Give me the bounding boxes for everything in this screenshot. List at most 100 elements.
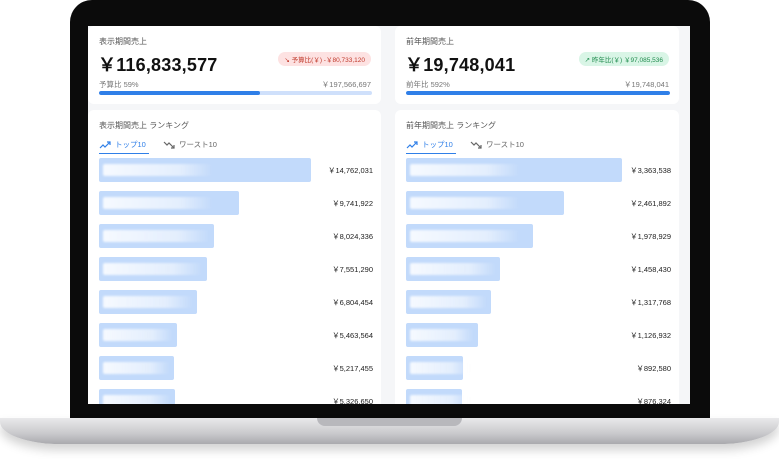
- ranking-bar: [406, 290, 491, 314]
- tab-label: トップ10: [115, 140, 146, 149]
- ranking-value: ￥1,978,929: [630, 232, 671, 241]
- ranking-bar: [99, 257, 207, 281]
- redacted-label: [410, 296, 487, 308]
- ranking-value: ￥1,458,430: [630, 265, 671, 274]
- redacted-label: [103, 296, 193, 308]
- current-sales-value: ￥116,833,577: [98, 55, 218, 75]
- previous-sales-card: 前年期間売上 ￥19,748,041 ↗ 昨年比(￥) ￥97,085,536 …: [395, 26, 679, 104]
- ranking-bar: [99, 290, 197, 314]
- ranking-row[interactable]: ￥14,762,031: [99, 158, 373, 182]
- redacted-label: [410, 395, 470, 404]
- ranking-row[interactable]: ￥5,217,455: [99, 356, 373, 380]
- tab-worst10[interactable]: ワースト10: [470, 136, 530, 153]
- ranking-title: 前年期間売上 ランキング: [406, 121, 496, 130]
- ranking-value: ￥5,463,564: [332, 331, 373, 340]
- redacted-label: [410, 263, 496, 275]
- trend-up-icon: [406, 140, 418, 148]
- ranking-bar: [99, 158, 311, 182]
- current-ranking-card: 表示期間売上 ランキング トップ10 ワースト10 ￥14,762,031 ￥9,…: [88, 110, 381, 404]
- budget-progress-bar: [99, 91, 372, 95]
- ranking-row[interactable]: ￥892,580: [406, 356, 671, 380]
- ranking-value: ￥876,324: [636, 397, 671, 404]
- card-title: 前年期間売上: [406, 37, 454, 46]
- tab-top10[interactable]: トップ10: [406, 136, 456, 154]
- ranking-value: ￥3,363,538: [630, 166, 671, 175]
- current-sales-card: 表示期間売上 ￥116,833,577 ↘ 予算比(￥) -￥80,733,12…: [88, 26, 381, 104]
- ranking-row[interactable]: ￥6,804,454: [99, 290, 373, 314]
- previous-sales-value: ￥19,748,041: [405, 55, 516, 75]
- ranking-value: ￥5,217,455: [332, 364, 373, 373]
- ranking-bar: [99, 224, 214, 248]
- ranking-tabs: トップ10 ワースト10: [406, 136, 679, 154]
- yoy-progress-fill: [406, 91, 670, 95]
- ranking-bar: [99, 323, 177, 347]
- ranking-row[interactable]: ￥3,363,538: [406, 158, 671, 182]
- trend-down-icon: [470, 141, 482, 149]
- ranking-value: ￥1,317,768: [630, 298, 671, 307]
- ranking-row[interactable]: ￥7,551,290: [99, 257, 373, 281]
- ranking-value: ￥5,326,650: [332, 397, 373, 404]
- ranking-value: ￥9,741,922: [332, 199, 373, 208]
- ranking-row[interactable]: ￥1,126,932: [406, 323, 671, 347]
- ranking-row[interactable]: ￥8,024,336: [99, 224, 373, 248]
- redacted-label: [103, 362, 170, 374]
- ranking-bar: [406, 158, 622, 182]
- laptop-notch: [317, 418, 462, 426]
- yoy-diff-badge: ↗ 昨年比(￥) ￥97,085,536: [578, 52, 669, 66]
- ranking-value: ￥892,580: [636, 364, 671, 373]
- tab-label: トップ10: [422, 140, 453, 149]
- redacted-label: [103, 263, 203, 275]
- ranking-row[interactable]: ￥5,326,650: [99, 389, 373, 404]
- ranking-row[interactable]: ￥1,978,929: [406, 224, 671, 248]
- card-title: 表示期間売上: [99, 37, 147, 46]
- trend-up-icon: [99, 140, 111, 148]
- tab-label: ワースト10: [179, 140, 217, 149]
- redacted-label: [103, 230, 210, 242]
- budget-diff-badge: ↘ 予算比(￥) -￥80,733,120: [278, 52, 371, 66]
- yoy-ratio: 前年比 592%: [406, 80, 450, 89]
- budget-amount: ￥197,566,697: [321, 80, 371, 89]
- ranking-value: ￥1,126,932: [630, 331, 671, 340]
- ranking-bar: [406, 224, 533, 248]
- redacted-label: [103, 197, 213, 209]
- ranking-bar: [406, 191, 564, 215]
- budget-ratio: 予算比 59%: [99, 80, 139, 89]
- previous-amount: ￥19,748,041: [623, 80, 669, 89]
- ranking-row[interactable]: ￥2,461,892: [406, 191, 671, 215]
- tab-label: ワースト10: [486, 140, 524, 149]
- trend-down-icon: [163, 141, 175, 149]
- redacted-label: [410, 329, 474, 341]
- ranking-title: 表示期間売上 ランキング: [99, 121, 189, 130]
- redacted-label: [103, 329, 173, 341]
- ranking-row[interactable]: ￥1,317,768: [406, 290, 671, 314]
- ranking-value: ￥8,024,336: [332, 232, 373, 241]
- budget-progress-fill: [99, 91, 261, 95]
- ranking-bar: [406, 323, 478, 347]
- ranking-value: ￥7,551,290: [332, 265, 373, 274]
- ranking-bar: [99, 191, 239, 215]
- redacted-label: [103, 164, 213, 176]
- ranking-bar: [406, 389, 470, 404]
- redacted-label: [410, 362, 470, 374]
- ranking-row[interactable]: ￥5,463,564: [99, 323, 373, 347]
- ranking-row[interactable]: ￥9,741,922: [99, 191, 373, 215]
- ranking-row[interactable]: ￥876,324: [406, 389, 671, 404]
- redacted-label: [410, 230, 520, 242]
- redacted-label: [410, 164, 520, 176]
- yoy-progress-bar: [406, 91, 670, 95]
- ranking-bar: [99, 356, 174, 380]
- ranking-value: ￥6,804,454: [332, 298, 373, 307]
- redacted-label: [410, 197, 520, 209]
- tab-top10[interactable]: トップ10: [99, 136, 149, 154]
- ranking-bar: [406, 356, 470, 380]
- previous-ranking-card: 前年期間売上 ランキング トップ10 ワースト10 ￥3,363,538 ￥2,4…: [395, 110, 679, 404]
- dashboard-screen: 表示期間売上 ￥116,833,577 ↘ 予算比(￥) -￥80,733,12…: [88, 26, 690, 404]
- ranking-value: ￥14,762,031: [327, 166, 373, 175]
- tab-worst10[interactable]: ワースト10: [163, 136, 223, 153]
- ranking-row[interactable]: ￥1,458,430: [406, 257, 671, 281]
- ranking-bar: [99, 389, 175, 404]
- redacted-label: [103, 395, 171, 404]
- ranking-tabs: トップ10 ワースト10: [99, 136, 381, 154]
- ranking-value: ￥2,461,892: [630, 199, 671, 208]
- ranking-bar: [406, 257, 500, 281]
